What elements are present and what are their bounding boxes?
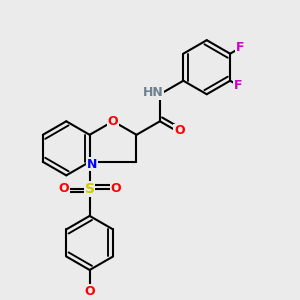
Text: HN: HN (143, 86, 164, 99)
Text: O: O (58, 182, 69, 195)
Text: S: S (85, 182, 95, 196)
Text: O: O (108, 115, 118, 128)
Text: F: F (236, 41, 244, 54)
Text: O: O (110, 182, 121, 195)
Text: O: O (84, 285, 95, 298)
Text: N: N (87, 158, 97, 171)
Text: F: F (233, 79, 242, 92)
Text: O: O (174, 124, 184, 137)
